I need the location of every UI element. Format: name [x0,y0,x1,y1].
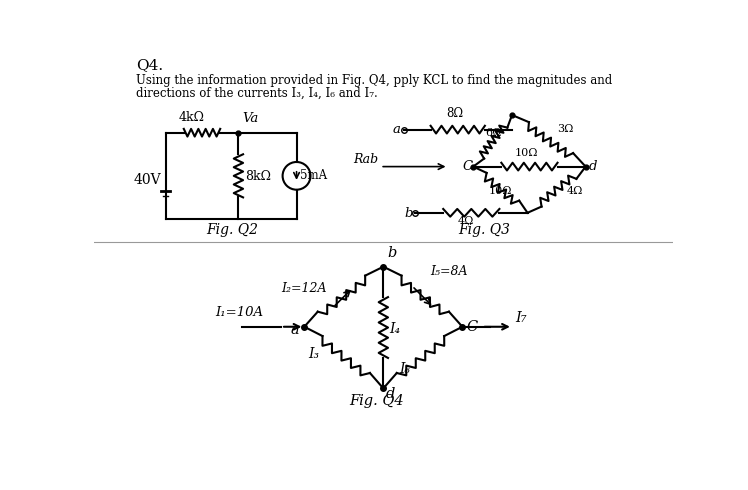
Text: 8kΩ: 8kΩ [245,171,271,183]
Text: 5mA: 5mA [301,169,328,182]
Text: 40V: 40V [134,172,162,187]
Text: d: d [589,160,597,172]
Text: Q4.: Q4. [136,59,163,73]
Text: Fig. Q2: Fig. Q2 [206,223,258,237]
Text: I₅=8A: I₅=8A [431,265,468,278]
Text: I₄: I₄ [390,322,401,336]
Text: b: b [387,246,396,261]
Text: a: a [393,123,400,137]
Text: I₇: I₇ [515,311,527,325]
Text: 10Ω: 10Ω [515,148,538,158]
Text: C: C [466,319,477,334]
Text: 10Ω: 10Ω [488,186,512,196]
Text: I₂=12A: I₂=12A [281,282,327,295]
Text: Fig. Q3: Fig. Q3 [458,223,509,237]
Text: d: d [386,388,395,401]
Text: a: a [290,323,299,338]
Text: I₁=10A: I₁=10A [215,306,263,319]
Text: Fig. Q4: Fig. Q4 [349,394,404,408]
Text: I₃: I₃ [308,346,319,361]
Text: C: C [462,160,473,172]
Text: 4kΩ: 4kΩ [179,111,205,124]
Text: 4Ω: 4Ω [458,216,474,225]
Text: Using the information provided in Fig. Q4, pply KCL to find the magnitudes and: Using the information provided in Fig. Q… [136,74,613,87]
Text: 4Ω: 4Ω [566,186,583,196]
Text: b: b [404,207,413,220]
Text: I₆: I₆ [399,362,410,376]
Text: Rab: Rab [353,153,378,166]
Text: 6Ω: 6Ω [485,128,501,138]
Text: 8Ω: 8Ω [446,107,463,121]
Text: directions of the currents I₃, I₄, I₆ and I₇.: directions of the currents I₃, I₄, I₆ an… [136,87,378,99]
Text: 3Ω: 3Ω [557,124,573,134]
Text: Va: Va [242,112,259,125]
